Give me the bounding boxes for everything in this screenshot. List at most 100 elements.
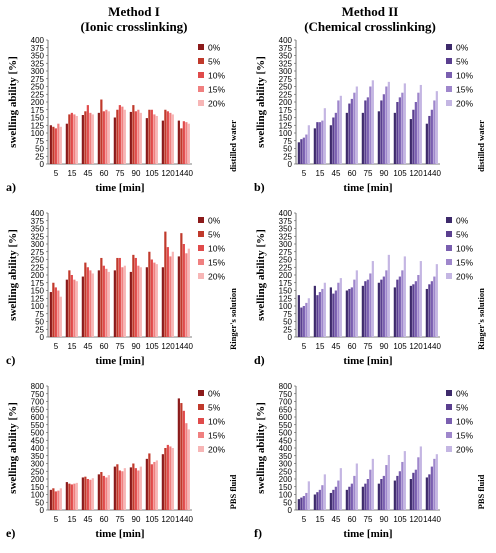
y-tick-label: 250 — [31, 256, 45, 265]
x-tick-label: 120 — [409, 169, 423, 178]
bar-15pct-75 — [369, 273, 372, 337]
chart-panel-b: 0255075100125150175200225250275300325350… — [254, 36, 486, 194]
legend-swatch — [446, 446, 452, 452]
bar-0pct-45 — [81, 477, 84, 510]
bar-10pct-45 — [334, 112, 337, 164]
legend-swatch — [198, 72, 204, 78]
bar-15pct-1440 — [433, 458, 436, 510]
bar-5pct-45 — [332, 117, 335, 164]
bar-10pct-1440 — [430, 466, 433, 510]
bar-15pct-1440 — [185, 253, 188, 337]
bar-10pct-15 — [70, 484, 73, 510]
bar-0pct-1440 — [425, 477, 428, 510]
bar-0pct-75 — [361, 112, 364, 164]
legend-swatch — [198, 432, 204, 438]
y-tick-label: 375 — [279, 44, 293, 53]
bar-10pct-90 — [382, 276, 385, 337]
legend-swatch — [446, 245, 452, 251]
legend-swatch — [446, 418, 452, 424]
y-tick-label: 0 — [40, 506, 45, 515]
bar-0pct-90 — [377, 282, 380, 337]
y-tick-label: 25 — [35, 325, 44, 334]
bar-5pct-1440 — [180, 233, 183, 337]
x-tick-label: 15 — [68, 342, 77, 351]
x-tick-label: 120 — [161, 342, 175, 351]
x-tick-label: 120 — [161, 169, 175, 178]
bar-20pct-45 — [91, 114, 94, 164]
y-tick-label: 400 — [279, 36, 293, 45]
bar-20pct-1440 — [435, 91, 438, 164]
bar-5pct-15 — [68, 114, 71, 164]
legend-swatch — [198, 404, 204, 410]
legend-label: 20% — [208, 272, 225, 282]
bar-0pct-120 — [161, 454, 164, 510]
legend-label: 5% — [208, 230, 221, 240]
bar-20pct-120 — [419, 84, 422, 164]
bar-10pct-75 — [118, 257, 121, 337]
bar-20pct-45 — [339, 468, 342, 510]
panel-letter: e) — [6, 526, 15, 540]
legend-swatch — [198, 86, 204, 92]
legend-label: 20% — [456, 445, 473, 455]
bar-10pct-45 — [86, 105, 89, 164]
bar-15pct-120 — [169, 446, 172, 510]
bar-15pct-60 — [105, 109, 108, 164]
y-tick-label: 175 — [31, 279, 45, 288]
method-2-title-line2: (Chemical crosslinking) — [304, 19, 436, 34]
bar-15pct-15 — [73, 483, 76, 510]
y-tick-label: 75 — [35, 137, 44, 146]
chart-panel-a: 0255075100125150175200225250275300325350… — [6, 36, 238, 194]
legend-label: 10% — [456, 71, 473, 81]
bar-0pct-15 — [313, 285, 316, 337]
bar-20pct-90 — [387, 454, 390, 510]
panel-letter: b) — [254, 180, 265, 194]
bar-20pct-120 — [171, 251, 174, 337]
bar-20pct-105 — [155, 115, 158, 164]
y-tick-label: 100 — [279, 129, 293, 138]
x-tick-label: 105 — [393, 515, 407, 524]
bar-15pct-120 — [417, 457, 420, 510]
bar-0pct-75 — [113, 270, 116, 337]
y-tick-label: 175 — [31, 106, 45, 115]
y-tick-label: 700 — [279, 398, 293, 407]
y-tick-label: 375 — [31, 44, 45, 53]
y-tick-label: 400 — [31, 444, 45, 453]
bar-0pct-75 — [361, 285, 364, 337]
legend-label: 15% — [208, 85, 225, 95]
bar-5pct-60 — [348, 288, 351, 337]
chart-panel-e: 0501001502002503003504004505005506006507… — [6, 382, 238, 540]
y-tick-label: 200 — [31, 98, 45, 107]
bar-15pct-75 — [121, 471, 124, 510]
panel-d: 0 25 50 75 100 125 150 175 200 225 250 275 300 325 350… — [250, 207, 492, 380]
y-tick-label: 200 — [31, 475, 45, 484]
bar-10pct-1440 — [430, 281, 433, 337]
bar-15pct-60 — [105, 477, 108, 510]
bar-10pct-5 — [54, 491, 57, 510]
bar-20pct-15 — [75, 281, 78, 337]
y-tick-label: 325 — [31, 59, 45, 68]
bar-0pct-120 — [161, 120, 164, 164]
y-axis-label: swelling ability [%] — [255, 56, 267, 148]
bar-5pct-75 — [364, 100, 367, 164]
bar-15pct-15 — [321, 120, 324, 164]
y-tick-label: 350 — [279, 225, 293, 234]
legend-label: 5% — [208, 57, 221, 67]
x-tick-label: 90 — [380, 169, 389, 178]
y-tick-label: 150 — [279, 114, 293, 123]
y-tick-label: 50 — [35, 318, 44, 327]
bar-0pct-60 — [345, 489, 348, 510]
bar-15pct-60 — [353, 92, 356, 164]
legend-swatch — [198, 217, 204, 223]
bar-5pct-60 — [100, 99, 103, 164]
y-axis-label: swelling ability [%] — [7, 56, 19, 148]
x-tick-label: 45 — [84, 169, 93, 178]
legend-swatch — [198, 44, 204, 50]
bar-10pct-45 — [86, 479, 89, 510]
x-tick-label: 75 — [116, 515, 125, 524]
x-tick-label: 5 — [302, 342, 307, 351]
y-tick-label: 150 — [31, 483, 45, 492]
legend-swatch — [446, 100, 452, 106]
bar-10pct-5 — [54, 287, 57, 337]
legend-swatch — [446, 404, 452, 410]
legend-label: 20% — [208, 445, 225, 455]
